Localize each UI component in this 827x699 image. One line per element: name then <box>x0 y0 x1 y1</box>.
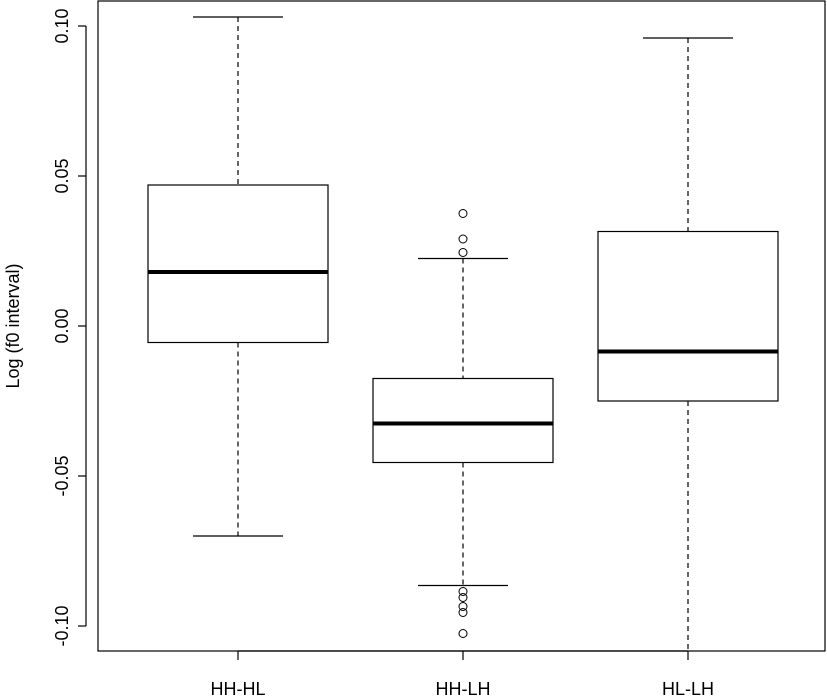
x-tick-label: HH-HL <box>210 679 265 699</box>
iqr-box <box>597 230 779 402</box>
x-tick-label: HH-LH <box>435 679 490 699</box>
iqr-box <box>372 377 554 464</box>
outlier-point <box>458 209 468 218</box>
y-axis: -0.10 -0.05 0.00 0.05 0.10 <box>52 8 87 647</box>
y-tick-label: -0.10 <box>52 605 72 646</box>
y-tick-label: 0.05 <box>52 158 72 193</box>
box-HL-LH <box>597 37 779 650</box>
x-axis: HH-HL HH-LH HL-LH <box>210 650 714 699</box>
outlier-point <box>458 587 468 596</box>
iqr-box <box>147 184 329 344</box>
box-HH-HL <box>147 16 329 537</box>
outlier-point <box>458 629 468 638</box>
outlier-point <box>458 602 468 611</box>
y-axis-label: Log (f0 interval) <box>3 263 23 388</box>
outlier-point <box>458 593 468 602</box>
box-HH-LH <box>372 209 554 638</box>
x-tick-label: HL-LH <box>662 679 714 699</box>
y-tick-label: -0.05 <box>52 455 72 496</box>
y-tick-label: 0.00 <box>52 308 72 343</box>
y-tick-label: 0.10 <box>52 8 72 43</box>
outlier-point <box>458 608 468 617</box>
outlier-point <box>458 248 468 257</box>
outlier-point <box>458 234 468 244</box>
boxes-group <box>147 16 779 650</box>
